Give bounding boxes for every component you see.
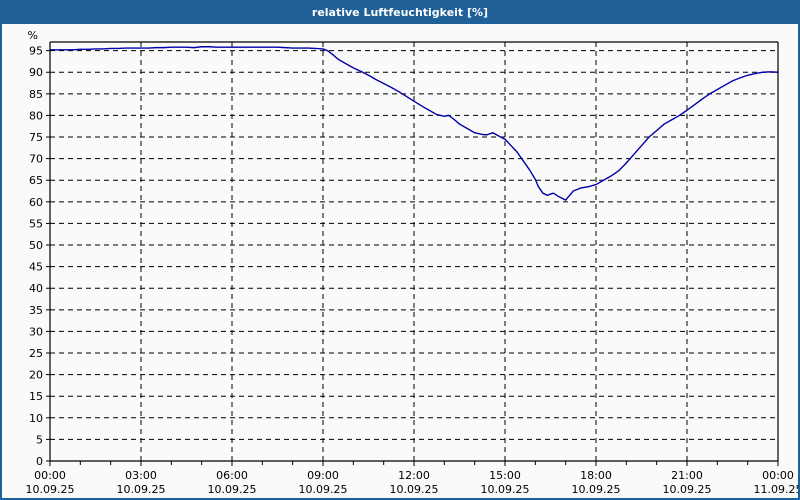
- y-axis-unit-label: %: [28, 29, 38, 42]
- window-title: relative Luftfeuchtigkeit [%]: [311, 5, 489, 19]
- x-tick-label-date: 10.09.25: [390, 483, 439, 496]
- x-tick-label-time: 18:00: [580, 469, 612, 482]
- x-tick-label-date: 10.09.25: [26, 483, 75, 496]
- y-tick-label: 25: [29, 347, 43, 360]
- x-tick-label-date: 10.09.25: [481, 483, 530, 496]
- y-tick-label: 95: [29, 45, 43, 58]
- y-tick-label: 90: [29, 66, 43, 79]
- y-tick-label: 15: [29, 390, 43, 403]
- y-tick-label: 75: [29, 131, 43, 144]
- y-tick-label: 85: [29, 88, 43, 101]
- y-tick-label: 80: [29, 109, 43, 122]
- x-tick-label-time: 00:00: [34, 469, 66, 482]
- y-tick-label: 40: [29, 282, 43, 295]
- y-tick-label: 60: [29, 196, 43, 209]
- y-tick-label: 70: [29, 153, 43, 166]
- y-tick-label: 30: [29, 325, 43, 338]
- humidity-line-chart: % 0 5 10 15 20 25 30 35 40 45 50 55 60 65 70 75 80 85 90 95 0…: [26, 29, 798, 496]
- x-tick-label-date: 10.09.25: [208, 483, 257, 496]
- x-tick-label-time: 15:00: [489, 469, 521, 482]
- x-tick-label-date: 10.09.25: [117, 483, 166, 496]
- y-tick-label: 45: [29, 261, 43, 274]
- x-tick-label-time: 03:00: [125, 469, 157, 482]
- x-tick-label-time: 06:00: [216, 469, 248, 482]
- x-tick-label-date: 11.09.25: [754, 483, 798, 496]
- y-tick-label: 20: [29, 369, 43, 382]
- window-titlebar: relative Luftfeuchtigkeit [%]: [2, 2, 798, 24]
- x-tick-label-time: 12:00: [398, 469, 430, 482]
- y-tick-label: 10: [29, 412, 43, 425]
- x-tick-label-date: 10.09.25: [572, 483, 621, 496]
- x-tick-label-time: 09:00: [307, 469, 339, 482]
- x-tick-label-date: 10.09.25: [299, 483, 348, 496]
- x-tick-label-time: 21:00: [671, 469, 703, 482]
- y-tick-label: 65: [29, 174, 43, 187]
- y-tick-label: 55: [29, 217, 43, 230]
- y-tick-label: 5: [36, 433, 43, 446]
- x-tick-label-date: 10.09.25: [663, 483, 712, 496]
- y-tick-label: 0: [36, 455, 43, 468]
- data-series-line: [49, 46, 779, 201]
- plot-area: % 0 5 10 15 20 25 30 35 40 45 50 55 60 65 70 75 80 85 90 95 0…: [2, 24, 798, 498]
- y-tick-label: 35: [29, 304, 43, 317]
- x-tick-label-time: 00:00: [762, 469, 794, 482]
- y-tick-label: 50: [29, 239, 43, 252]
